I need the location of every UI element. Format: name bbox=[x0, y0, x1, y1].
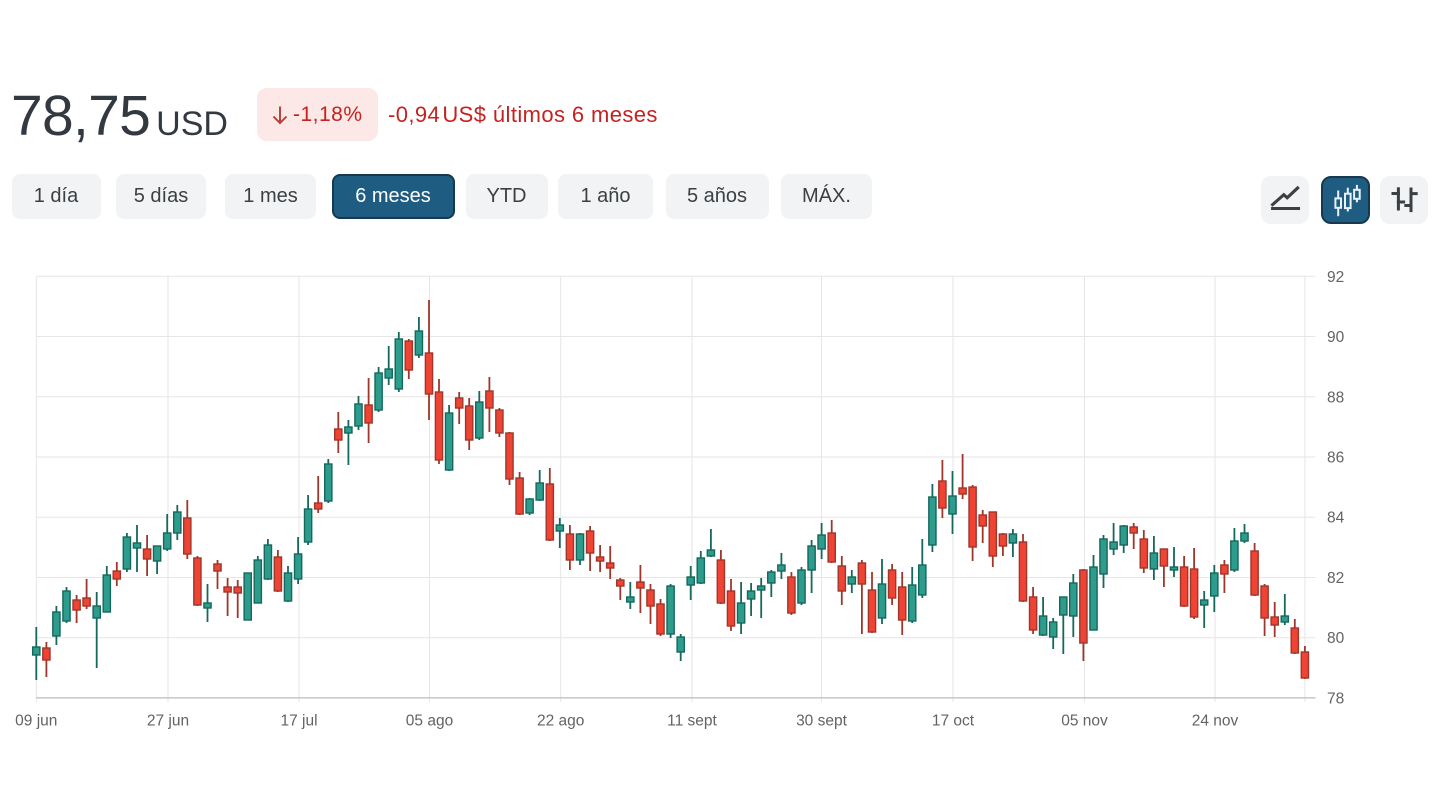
svg-text:27 jun: 27 jun bbox=[147, 713, 189, 730]
svg-text:17 oct: 17 oct bbox=[932, 713, 975, 730]
svg-text:09 jun: 09 jun bbox=[15, 713, 57, 730]
svg-text:92: 92 bbox=[1327, 269, 1344, 286]
svg-text:86: 86 bbox=[1327, 450, 1344, 467]
svg-text:24 nov: 24 nov bbox=[1192, 713, 1239, 730]
svg-text:84: 84 bbox=[1327, 510, 1345, 527]
svg-text:05 nov: 05 nov bbox=[1061, 713, 1108, 730]
svg-text:30 sept: 30 sept bbox=[796, 713, 848, 730]
svg-text:05 ago: 05 ago bbox=[406, 713, 453, 730]
svg-text:90: 90 bbox=[1327, 329, 1345, 346]
svg-text:78: 78 bbox=[1327, 690, 1344, 707]
svg-text:88: 88 bbox=[1327, 389, 1344, 406]
svg-text:11 sept: 11 sept bbox=[667, 713, 717, 730]
svg-text:17 jul: 17 jul bbox=[280, 713, 317, 730]
svg-text:80: 80 bbox=[1327, 630, 1345, 647]
svg-text:22 ago: 22 ago bbox=[537, 713, 584, 730]
svg-text:82: 82 bbox=[1327, 570, 1344, 587]
